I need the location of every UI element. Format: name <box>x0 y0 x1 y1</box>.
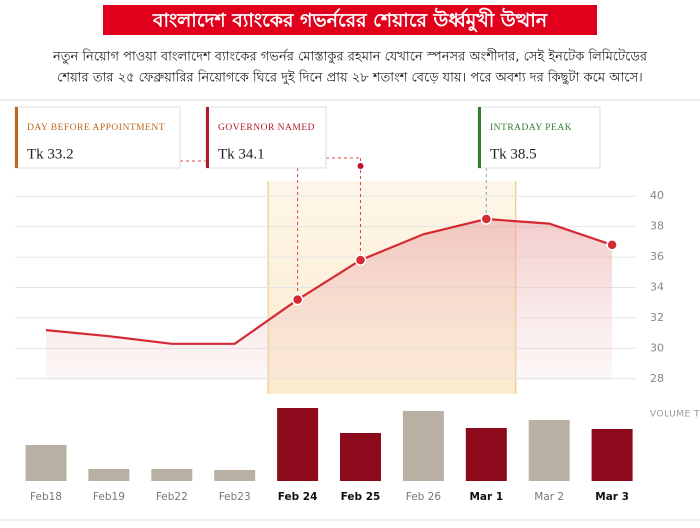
volume-bar <box>465 428 507 481</box>
annotation-value: Tk 33.2 <box>27 146 74 162</box>
y-tick-label: 32 <box>650 311 664 324</box>
volume-bar <box>88 469 130 481</box>
y-tick-label: 40 <box>650 189 664 202</box>
volume-label: VOLUME T <box>650 410 700 420</box>
area <box>46 219 613 379</box>
subtitle: শেয়ার তার ২৫ ফেব্রুয়ারির নিয়োগকে ঘিরে… <box>57 70 643 86</box>
point <box>606 239 618 251</box>
volume-bar <box>340 433 381 481</box>
x-tick-label: Feb 26 <box>406 491 442 503</box>
y-tick-label: 36 <box>650 250 664 263</box>
annotation-accent <box>206 107 209 168</box>
annotation-box <box>205 106 327 169</box>
annotation-value: Tk 34.1 <box>218 146 265 162</box>
volume-bar <box>277 408 319 481</box>
line <box>45 217 613 345</box>
y-tick-label: 34 <box>650 281 664 294</box>
volume-bar <box>528 420 570 481</box>
x-tick-label: Mar 1 <box>469 491 503 503</box>
annotation-title: GOVERNOR NAMED <box>218 123 315 133</box>
volume-bar <box>591 429 633 481</box>
annotation-title: DAY BEFORE APPOINTMENT <box>27 123 165 133</box>
y-tick-label: 28 <box>650 372 664 385</box>
point <box>291 293 304 306</box>
point <box>480 213 493 225</box>
annotation-accent <box>478 107 481 168</box>
chart-title: বাংলাদেশ ব্যাংকের গভর্নরের শেয়ারে উর্ধ্… <box>152 8 548 33</box>
x-tick-label: Feb23 <box>219 491 251 503</box>
volume-bar <box>25 445 67 481</box>
x-tick-label: Feb 25 <box>341 491 381 503</box>
point <box>354 254 367 266</box>
volume-bar <box>214 470 256 481</box>
y-tick-label: 38 <box>650 220 664 233</box>
volume-bar <box>151 469 193 481</box>
volume-bar <box>402 411 444 481</box>
y-tick-label: 30 <box>650 341 664 354</box>
title-box <box>103 5 597 35</box>
x-tick-label: Feb18 <box>30 491 62 503</box>
x-tick-label: Feb19 <box>93 491 125 503</box>
x-tick-label: Mar 3 <box>595 491 629 503</box>
connector-dot <box>357 163 364 169</box>
x-tick-label: Feb22 <box>156 491 188 503</box>
x-tick-label: Mar 2 <box>534 491 564 503</box>
annotation-accent <box>15 107 18 168</box>
x-tick-label: Feb 24 <box>278 491 318 503</box>
subtitle: নতুন নিয়োগ পাওয়া বাংলাদেশ ব্যাংকের গভর… <box>52 49 648 65</box>
annotation-title: INTRADAY PEAK <box>490 123 572 133</box>
annotation-value: Tk 38.5 <box>490 146 537 162</box>
annotation-box <box>14 106 181 169</box>
